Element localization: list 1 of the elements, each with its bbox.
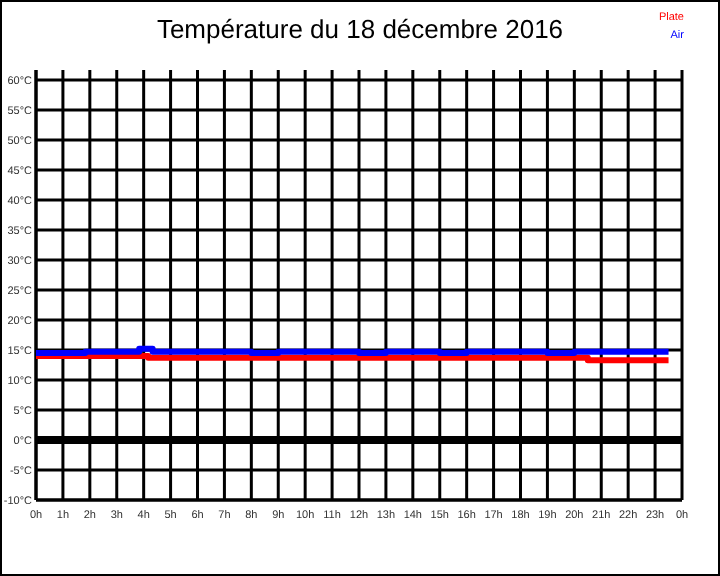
chart-title: Température du 18 décembre 2016 [156,14,564,44]
